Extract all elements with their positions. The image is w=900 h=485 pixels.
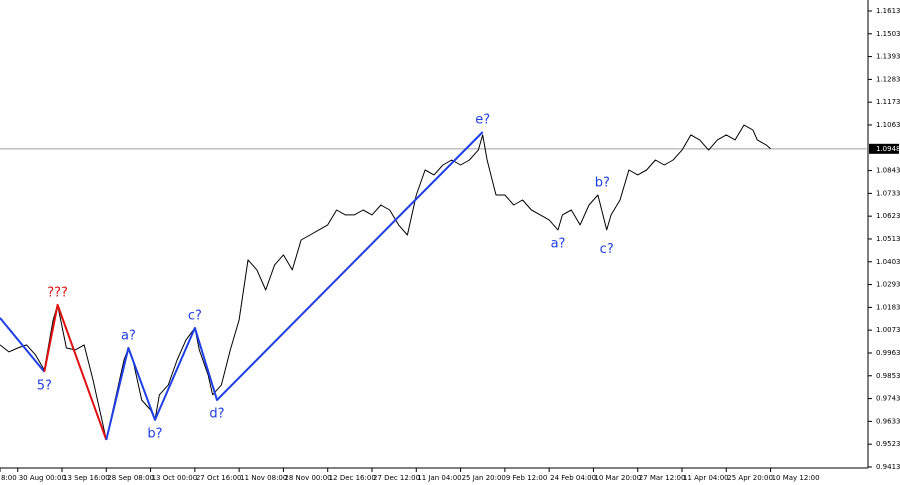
y-tick-label: 0.9633: [876, 417, 900, 425]
y-tick-label: 0.9853: [876, 372, 900, 380]
x-tick-label: 30 Aug 00:00: [19, 474, 66, 482]
x-tick-label: 25 Jan 20:00: [462, 474, 506, 482]
x-tick-label: 27 Dec 12:00: [373, 474, 420, 482]
x-tick-label: 12 Dec 16:00: [329, 474, 376, 482]
x-tick-label: 27 Mar 12:00: [639, 474, 686, 482]
y-tick-label: 0.9413: [876, 463, 900, 471]
y-tick-label: 1.1283: [876, 75, 900, 83]
wave-label: b?: [147, 426, 162, 441]
y-tick-label: 1.1063: [876, 121, 900, 129]
y-tick-label: 1.0403: [876, 258, 900, 266]
y-tick-label: 1.1613: [876, 7, 900, 15]
y-tick-label: 1.0293: [876, 281, 900, 289]
x-tick-label: 24 Feb 04:00: [550, 474, 596, 482]
current-price-label: 1.0948: [876, 145, 900, 153]
x-tick-label: 28 Nov 00:00: [284, 474, 331, 482]
y-tick-label: 1.0843: [876, 167, 900, 175]
x-tick-label: 25 Apr 20:00: [727, 474, 773, 482]
x-tick-label: 8:00: [1, 474, 17, 482]
x-tick-label: 28 Sep 08:00: [107, 474, 154, 482]
y-tick-label: 1.0073: [876, 326, 900, 334]
x-tick-label: 11 Jan 04:00: [417, 474, 461, 482]
y-tick-label: 1.1393: [876, 53, 900, 61]
wave-label: a?: [551, 236, 566, 251]
x-tick-label: 27 Oct 16:00: [196, 474, 242, 482]
wave-label: e?: [475, 113, 490, 128]
current-price-box: [869, 143, 899, 154]
x-tick-label: 11 Apr 04:00: [683, 474, 729, 482]
x-tick-label: 9 Feb 12:00: [506, 474, 547, 482]
wave-label: ???: [47, 285, 68, 300]
x-tick-label: 10 May 12:00: [772, 474, 820, 482]
wave-label: 5?: [37, 378, 52, 393]
x-tick-label: 13 Oct 00:00: [152, 474, 198, 482]
y-tick-label: 1.0513: [876, 235, 900, 243]
y-tick-label: 1.0183: [876, 303, 900, 311]
y-tick-label: 1.0733: [876, 189, 900, 197]
wave-label: d?: [209, 407, 224, 422]
x-tick-label: 11 Nov 08:00: [240, 474, 287, 482]
x-tick-label: 10 Mar 20:00: [594, 474, 641, 482]
wave-label: a?: [121, 328, 136, 343]
y-tick-label: 0.9963: [876, 349, 900, 357]
wave-line: [105, 131, 484, 441]
wave-label: b?: [595, 176, 610, 191]
y-tick-label: 0.9743: [876, 395, 900, 403]
wave-label: c?: [188, 308, 202, 323]
y-tick-label: 1.1173: [876, 98, 900, 106]
y-tick-label: 1.0623: [876, 212, 900, 220]
x-tick-label: 13 Sep 16:00: [63, 474, 110, 482]
wave-line: [43, 303, 108, 441]
wave-line: [0, 317, 46, 373]
y-tick-label: 1.1503: [876, 30, 900, 38]
y-tick-label: 0.9523: [876, 440, 900, 448]
wave-label: c?: [600, 242, 614, 257]
